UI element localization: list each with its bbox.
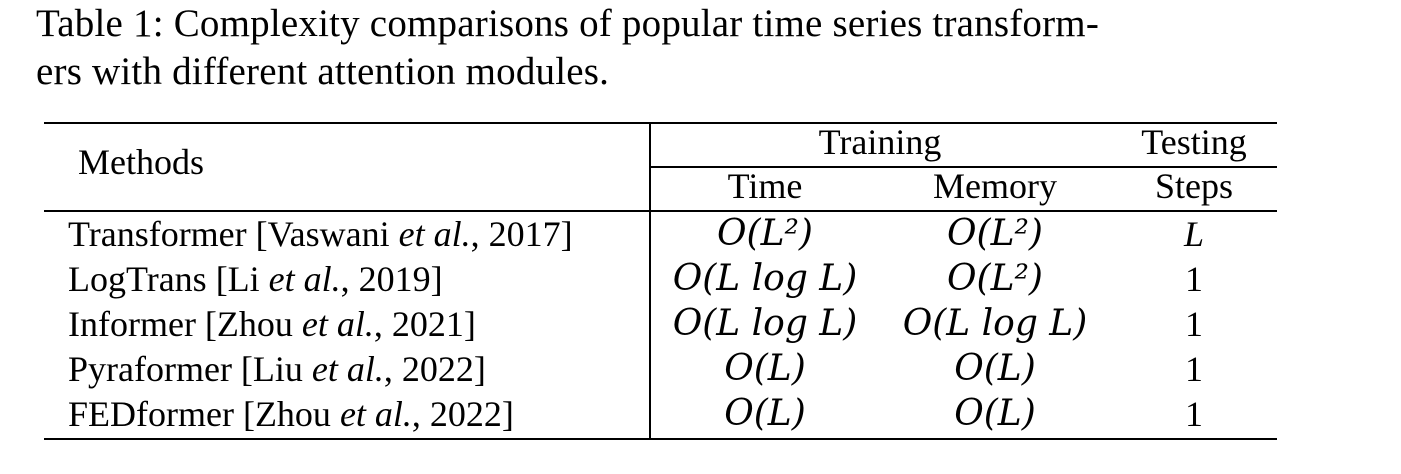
caption-line-1: Table 1: Complexity comparisons of popul… — [36, 2, 1100, 45]
header-methods: Methods — [78, 142, 204, 182]
table-row-method: FEDformer [Zhou et al., 2022] — [68, 394, 514, 434]
table-row-memory: O(L) — [954, 393, 1036, 434]
table-row-memory: O(L log L) — [902, 303, 1088, 344]
table-row-steps: 1 — [1185, 304, 1203, 344]
table-row-method: Pyraformer [Liu et al., 2022] — [68, 349, 486, 389]
header-rule — [44, 210, 1277, 212]
header-time: Time — [727, 166, 803, 206]
methods-divider — [649, 122, 651, 440]
caption-line-2: ers with different attention modules. — [36, 50, 610, 93]
complexity-table: Methods Training Testing Time Memory Ste… — [44, 122, 1277, 440]
table-caption: Table 1: Complexity comparisons of popul… — [36, 0, 1286, 96]
table-row-method: LogTrans [Li et al., 2019] — [68, 259, 443, 299]
table-row-time: O(L log L) — [672, 303, 858, 344]
table-row-steps: 1 — [1185, 394, 1203, 434]
bottom-rule — [44, 438, 1277, 440]
header-training: Training — [818, 122, 942, 162]
training-subrule — [650, 166, 1277, 168]
table-row-method: Informer [Zhou et al., 2021] — [68, 304, 476, 344]
table-row-steps: L — [1183, 214, 1205, 254]
top-rule — [44, 122, 1277, 124]
table-row-memory: O(L) — [954, 348, 1036, 389]
table-row-time: O(L) — [724, 348, 806, 389]
table-row-memory: O(L²) — [947, 258, 1043, 299]
header-testing: Testing — [1141, 122, 1247, 162]
table-row-method: Transformer [Vaswani et al., 2017] — [68, 214, 573, 254]
table-row-steps: 1 — [1185, 349, 1203, 389]
table-row-memory: O(L²) — [947, 213, 1043, 254]
table-row-time: O(L log L) — [672, 258, 858, 299]
table-row-steps: 1 — [1185, 259, 1203, 299]
table-row-time: O(L²) — [717, 213, 813, 254]
header-memory: Memory — [933, 166, 1057, 206]
header-steps: Steps — [1154, 166, 1233, 206]
table-row-time: O(L) — [724, 393, 806, 434]
